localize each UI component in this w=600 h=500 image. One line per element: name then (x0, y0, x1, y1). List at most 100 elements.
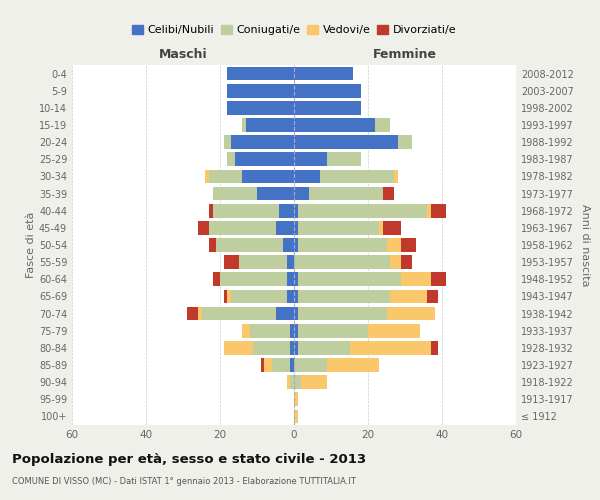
Bar (328, 152, 361, 166)
Bar (294, 238, 298, 252)
Bar (294, 204, 298, 218)
Bar (294, 118, 376, 132)
Bar (187, 306, 198, 320)
Bar (231, 290, 287, 304)
Bar (283, 238, 294, 252)
Bar (294, 306, 298, 320)
Bar (212, 204, 279, 218)
Bar (231, 136, 294, 149)
Bar (250, 324, 290, 338)
Bar (287, 290, 294, 304)
Bar (298, 204, 427, 218)
Bar (294, 101, 361, 114)
Bar (216, 238, 283, 252)
Bar (294, 341, 298, 354)
Bar (298, 324, 368, 338)
Bar (294, 84, 361, 98)
Bar (294, 392, 298, 406)
Bar (294, 290, 298, 304)
Bar (390, 256, 401, 269)
Text: COMUNE DI VISSO (MC) - Dati ISTAT 1° gennaio 2013 - Elaborazione TUTTITALIA.IT: COMUNE DI VISSO (MC) - Dati ISTAT 1° gen… (12, 478, 356, 486)
Bar (294, 410, 298, 424)
Y-axis label: Anni di nascita: Anni di nascita (580, 204, 590, 286)
Bar (198, 221, 209, 234)
Text: Femmine: Femmine (373, 48, 437, 62)
Bar (379, 221, 383, 234)
Bar (294, 256, 390, 269)
Bar (401, 238, 416, 252)
Bar (209, 204, 212, 218)
Bar (227, 66, 294, 80)
Text: Popolazione per età, sesso e stato civile - 2013: Popolazione per età, sesso e stato civil… (12, 452, 366, 466)
Bar (309, 186, 383, 200)
Bar (275, 221, 294, 234)
Bar (212, 272, 220, 286)
Bar (265, 358, 272, 372)
Bar (368, 324, 420, 338)
Bar (290, 324, 294, 338)
Text: Maschi: Maschi (158, 48, 208, 62)
Bar (287, 376, 290, 389)
Bar (242, 118, 246, 132)
Bar (294, 221, 298, 234)
Bar (349, 341, 431, 354)
Bar (294, 136, 398, 149)
Legend: Celibi/Nubili, Coniugati/e, Vedovi/e, Divorziati/e: Celibi/Nubili, Coniugati/e, Vedovi/e, Di… (127, 20, 461, 40)
Bar (242, 324, 250, 338)
Bar (202, 306, 275, 320)
Bar (260, 358, 265, 372)
Bar (394, 170, 398, 183)
Bar (290, 341, 294, 354)
Bar (272, 358, 290, 372)
Bar (376, 118, 390, 132)
Bar (227, 84, 294, 98)
Bar (431, 272, 446, 286)
Bar (386, 238, 401, 252)
Bar (242, 170, 294, 183)
Bar (294, 170, 320, 183)
Bar (287, 256, 294, 269)
Bar (427, 204, 431, 218)
Bar (209, 238, 217, 252)
Bar (294, 186, 309, 200)
Bar (235, 152, 294, 166)
Bar (246, 118, 294, 132)
Bar (398, 136, 412, 149)
Y-axis label: Fasce di età: Fasce di età (26, 212, 36, 278)
Bar (298, 238, 386, 252)
Bar (220, 272, 287, 286)
Bar (401, 272, 431, 286)
Bar (253, 341, 290, 354)
Bar (390, 290, 427, 304)
Bar (298, 221, 379, 234)
Bar (386, 306, 434, 320)
Bar (298, 341, 349, 354)
Bar (431, 204, 446, 218)
Bar (239, 256, 287, 269)
Bar (294, 152, 328, 166)
Bar (227, 101, 294, 114)
Bar (287, 272, 294, 286)
Bar (431, 341, 438, 354)
Bar (298, 290, 390, 304)
Bar (205, 170, 209, 183)
Bar (212, 186, 257, 200)
Bar (224, 341, 253, 354)
Bar (227, 152, 235, 166)
Bar (301, 376, 328, 389)
Bar (224, 136, 231, 149)
Bar (320, 170, 394, 183)
Bar (257, 186, 294, 200)
Bar (294, 272, 298, 286)
Bar (198, 306, 202, 320)
Bar (227, 290, 231, 304)
Bar (401, 256, 412, 269)
Bar (294, 324, 298, 338)
Bar (294, 358, 328, 372)
Bar (328, 358, 379, 372)
Bar (224, 290, 227, 304)
Bar (298, 306, 386, 320)
Bar (294, 376, 301, 389)
Bar (383, 186, 394, 200)
Bar (427, 290, 438, 304)
